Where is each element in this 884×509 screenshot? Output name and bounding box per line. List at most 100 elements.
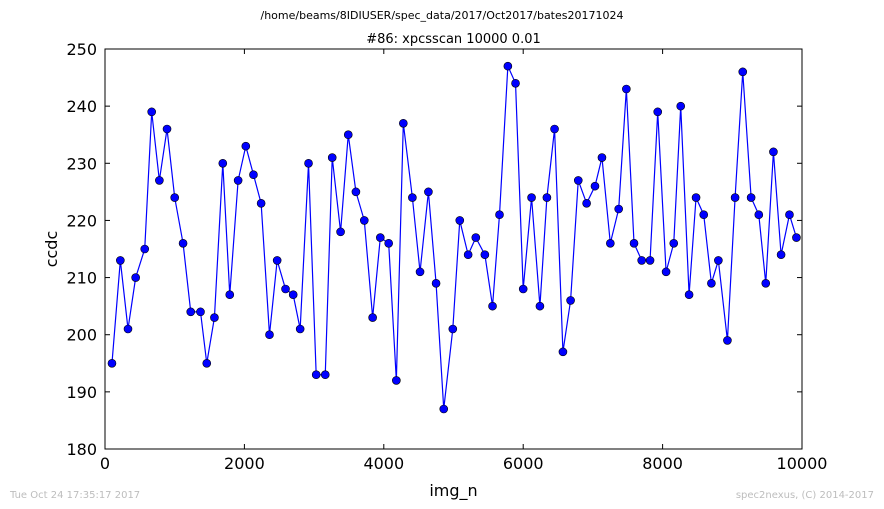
data-point [746, 193, 756, 202]
data-point [723, 336, 732, 345]
data-point [107, 358, 117, 368]
data-point [295, 324, 305, 334]
data-point [140, 244, 150, 254]
x-tick-label: 4000 [363, 454, 404, 473]
data-point [265, 330, 274, 340]
data-point [573, 176, 583, 185]
data-point [550, 124, 559, 134]
data-point [311, 370, 321, 380]
footer-credit: spec2nexus, (C) 2014-2017 [735, 490, 874, 501]
data-point [597, 153, 607, 162]
data-point [256, 198, 266, 208]
data-point [566, 296, 575, 305]
data-point [511, 78, 520, 88]
data-point [661, 267, 671, 277]
data-point [131, 273, 140, 282]
data-point [241, 141, 251, 151]
data-point [170, 193, 179, 202]
data-point [116, 256, 125, 265]
data-point [527, 193, 536, 202]
x-tick-label: 2000 [224, 454, 265, 473]
data-point [776, 250, 786, 260]
data-point [162, 124, 172, 134]
data-point [392, 376, 401, 385]
data-point [495, 210, 504, 220]
y-tick-label: 220 [66, 211, 97, 230]
data-point [155, 176, 164, 185]
data-point [629, 238, 639, 248]
figure-suptitle: /home/beams/8IDIUSER/spec_data/2017/Oct2… [260, 9, 624, 22]
data-point [233, 176, 243, 185]
data-point [448, 324, 458, 334]
y-tick-label: 240 [66, 97, 97, 116]
data-point [582, 198, 591, 208]
data-point [542, 193, 552, 202]
data-point [558, 347, 568, 357]
y-tick-label: 250 [66, 40, 97, 59]
data-point [210, 313, 219, 322]
data-point [488, 301, 497, 311]
data-point [590, 181, 600, 191]
data-point [439, 404, 449, 414]
data-point [691, 193, 701, 202]
y-tick-label: 230 [66, 154, 97, 173]
data-point [249, 170, 258, 180]
x-tick-label: 6000 [503, 454, 544, 473]
data-point [376, 233, 385, 242]
data-point [304, 158, 313, 168]
data-point [471, 233, 481, 242]
data-point [676, 101, 686, 111]
data-point [431, 278, 441, 288]
data-point [730, 193, 740, 202]
data-point [343, 130, 353, 140]
data-point [653, 107, 663, 117]
series-line [111, 65, 797, 410]
data-point [684, 290, 694, 300]
data-point [714, 256, 723, 265]
data-point [606, 238, 615, 248]
data-point [336, 227, 345, 237]
data-point [186, 307, 196, 317]
data-point [196, 307, 205, 317]
footer-timestamp: Tue Oct 24 17:35:17 2017 [10, 490, 141, 501]
data-point [351, 187, 361, 197]
x-tick-label: 10000 [777, 454, 828, 473]
data-point [408, 193, 417, 202]
data-point [614, 204, 623, 214]
data-point [147, 107, 156, 117]
data-point [272, 256, 282, 265]
y-tick-label: 200 [66, 326, 97, 345]
data-point [699, 210, 709, 220]
data-point [384, 238, 393, 248]
data-point [669, 238, 679, 248]
data-point [424, 187, 433, 197]
y-tick-label: 190 [66, 383, 97, 402]
data-point [415, 267, 425, 277]
x-tick-label: 0 [100, 454, 110, 473]
data-point [707, 278, 716, 288]
data-point [769, 147, 778, 157]
data-point [535, 301, 545, 311]
data-point [288, 290, 298, 300]
data-point [518, 284, 528, 294]
y-tick-label: 180 [66, 440, 97, 459]
data-point [281, 284, 290, 294]
data-point [399, 118, 408, 128]
y-axis-label: ccdc [42, 231, 61, 268]
data-point [503, 61, 513, 71]
data-point [463, 250, 473, 260]
data-point [792, 233, 801, 242]
data-point [754, 210, 764, 220]
data-point [637, 256, 646, 265]
data-point [123, 324, 133, 334]
data-point [622, 84, 631, 94]
data-point [218, 158, 228, 168]
data-point [785, 210, 794, 220]
data-point [359, 216, 369, 225]
data-point [178, 238, 188, 248]
data-point [320, 370, 330, 380]
data-point [455, 216, 465, 225]
data-point [368, 313, 377, 322]
data-point [225, 290, 235, 300]
